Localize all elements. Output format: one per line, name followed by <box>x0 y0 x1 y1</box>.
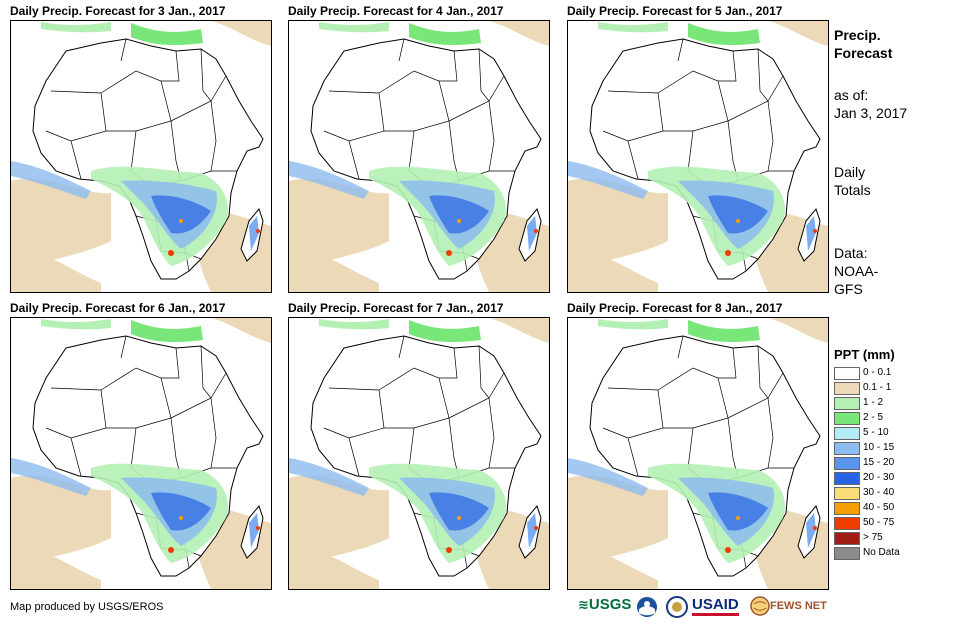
forecast-panel-1: Daily Precip. Forecast for 3 Jan., 2017 <box>10 3 272 293</box>
legend-label: > 75 <box>863 532 883 543</box>
precip-map <box>567 20 829 293</box>
legend-label: No Data <box>863 547 900 558</box>
legend-swatch <box>834 382 860 395</box>
state-seal-icon <box>666 596 688 618</box>
legend-item: 30 - 40 <box>834 486 914 501</box>
legend-swatch <box>834 367 860 380</box>
ocean-precip <box>289 21 549 292</box>
legend-item: 20 - 30 <box>834 471 914 486</box>
legend-item: 5 - 10 <box>834 426 914 441</box>
legend-swatch <box>834 427 860 440</box>
land-precip <box>289 161 538 266</box>
forecast-panel-6: Daily Precip. Forecast for 8 Jan., 2017 <box>567 300 829 590</box>
land-precip <box>11 161 260 266</box>
legend-label: 40 - 50 <box>863 502 895 513</box>
panel-title: Daily Precip. Forecast for 3 Jan., 2017 <box>10 4 226 18</box>
usgs-logo: ≋USGS <box>578 596 632 613</box>
legend-swatch <box>834 532 860 545</box>
africa-map-svg <box>11 21 271 292</box>
usaid-logo: USAID <box>692 596 739 618</box>
as-of-label: as of: <box>834 87 869 103</box>
land-precip <box>11 458 260 563</box>
legend-item: 0.1 - 1 <box>834 381 914 396</box>
forecast-panel-3: Daily Precip. Forecast for 5 Jan., 2017 <box>567 3 829 293</box>
legend-swatch <box>834 412 860 425</box>
legend-swatch <box>834 517 860 530</box>
legend-label: 0 - 0.1 <box>863 367 892 378</box>
africa-map-svg <box>289 21 549 292</box>
usgs-wave-icon: ≋ <box>578 597 589 612</box>
totals-block: Daily Totals <box>834 163 871 199</box>
legend-label: 0.1 - 1 <box>863 382 892 393</box>
land-precip <box>568 458 817 563</box>
side-title-line1: Precip. <box>834 27 881 43</box>
legend-item: 15 - 20 <box>834 456 914 471</box>
precip-map <box>10 20 272 293</box>
panel-title: Daily Precip. Forecast for 6 Jan., 2017 <box>10 301 226 315</box>
africa-map-svg <box>289 318 549 589</box>
as-of-date: Jan 3, 2017 <box>834 105 908 121</box>
legend-item: 2 - 5 <box>834 411 914 426</box>
africa-map-svg <box>568 21 828 292</box>
panel-title: Daily Precip. Forecast for 7 Jan., 2017 <box>288 301 504 315</box>
totals-line2: Totals <box>834 182 871 198</box>
forecast-panel-2: Daily Precip. Forecast for 4 Jan., 2017 <box>288 3 550 293</box>
legend-label: 50 - 75 <box>863 517 895 528</box>
logo-strip: ≋USGS USAID FEWS NET <box>578 596 828 618</box>
legend-label: 20 - 30 <box>863 472 895 483</box>
totals-line1: Daily <box>834 164 866 180</box>
noaa-logo <box>636 596 658 618</box>
africa-map-svg <box>568 318 828 589</box>
legend-swatch <box>834 547 860 560</box>
panel-title: Daily Precip. Forecast for 8 Jan., 2017 <box>567 301 783 315</box>
legend-title: PPT (mm) <box>834 347 895 362</box>
legend-swatch <box>834 502 860 515</box>
legend-swatch <box>834 472 860 485</box>
legend-label: 1 - 2 <box>863 397 884 408</box>
legend-label: 30 - 40 <box>863 487 895 498</box>
data-source-block: Data: NOAA- GFS <box>834 244 878 298</box>
precip-map <box>288 317 550 590</box>
data-line1: Data: <box>834 245 868 261</box>
credit-text: Map produced by USGS/EROS <box>10 601 164 613</box>
land-precip <box>289 458 538 563</box>
legend-label: 10 - 15 <box>863 442 895 453</box>
legend-label: 15 - 20 <box>863 457 895 468</box>
side-title-line2: Forecast <box>834 45 893 61</box>
dos-seal-logo <box>666 596 688 618</box>
data-line2: NOAA- <box>834 263 879 279</box>
africa-map-svg <box>11 318 271 589</box>
precip-map <box>567 317 829 590</box>
legend-swatch <box>834 442 860 455</box>
legend-swatch <box>834 397 860 410</box>
legend-item: 0 - 0.1 <box>834 366 914 381</box>
panel-title: Daily Precip. Forecast for 4 Jan., 2017 <box>288 4 504 18</box>
fews-net-logo: FEWS NET <box>750 596 827 618</box>
noaa-emblem-icon <box>637 597 657 617</box>
panel-title: Daily Precip. Forecast for 5 Jan., 2017 <box>567 4 783 18</box>
land-precip <box>568 161 817 266</box>
precip-map <box>288 20 550 293</box>
legend-swatch <box>834 457 860 470</box>
legend-label: 2 - 5 <box>863 412 884 423</box>
legend-item: 50 - 75 <box>834 516 914 531</box>
legend-item: > 75 <box>834 531 914 546</box>
forecast-panel-4: Daily Precip. Forecast for 6 Jan., 2017 <box>10 300 272 590</box>
side-title: Precip. Forecast <box>834 26 892 62</box>
legend-swatch <box>834 487 860 500</box>
legend-item: 10 - 15 <box>834 441 914 456</box>
data-line3: GFS <box>834 281 863 297</box>
legend-item: 40 - 50 <box>834 501 914 516</box>
precip-map <box>10 317 272 590</box>
forecast-panel-5: Daily Precip. Forecast for 7 Jan., 2017 <box>288 300 550 590</box>
legend-item: No Data <box>834 546 914 561</box>
legend-label: 5 - 10 <box>863 427 889 438</box>
ocean-precip <box>11 21 271 292</box>
legend: 0 - 0.1 0.1 - 1 1 - 2 2 - 5 5 - 10 10 - 15 15 … <box>834 366 914 561</box>
legend-item: 1 - 2 <box>834 396 914 411</box>
as-of-block: as of: Jan 3, 2017 <box>834 86 907 122</box>
fews-globe-icon <box>750 596 770 616</box>
